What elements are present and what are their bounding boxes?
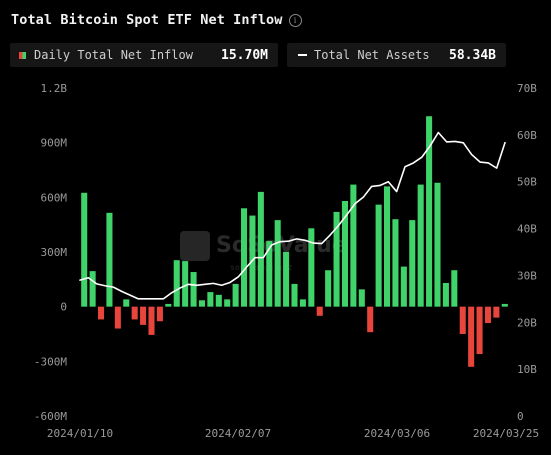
watermark-text: SoSoValue [216,233,347,258]
inflow-bar [156,306,163,322]
line-swatch-icon [298,54,307,56]
left-tick-label: -600M [34,410,67,423]
inflow-bar [173,260,180,307]
inflow-bar [341,200,348,307]
inflow-bar [182,261,189,307]
right-tick-label: 50B [517,176,537,189]
left-tick-label: 900M [41,137,68,150]
inflow-bar [426,116,433,307]
left-tick-label: 600M [41,191,68,204]
inflow-bar [140,306,147,325]
inflow-bar [198,300,205,307]
inflow-bar [215,294,222,307]
inflow-bar [501,303,508,307]
inflow-bar [266,241,273,307]
inflow-bar [476,306,483,355]
inflow-bar [350,184,357,307]
left-y-axis: 1.2B 900M 600M 300M 0 -300M -600M [34,82,67,423]
net-assets-polyline [79,131,506,300]
inflow-bar [283,252,290,307]
inflow-bar [291,283,298,307]
inflow-bar [316,306,323,316]
left-tick-label: 1.2B [41,82,68,95]
legend-daily-net-inflow[interactable]: Daily Total Net Inflow 15.70M [10,43,278,67]
watermark-logo-icon [180,231,210,261]
inflow-bar [224,299,231,307]
right-y-axis: 70B 60B 50B 40B 30B 20B 10B 0 [517,82,537,423]
inflow-bar [165,303,172,307]
inflow-bar [451,270,458,307]
inflow-bar [325,270,332,307]
inflow-bar [493,306,500,318]
inflow-bar [241,208,248,307]
legend-inflow-value: 15.70M [221,47,268,63]
inflow-bar [232,283,239,307]
inflow-bar [442,282,449,307]
inflow-bar [308,228,315,307]
inflow-bar [468,306,475,367]
left-tick-label: 0 [60,301,67,314]
inflow-bar [434,182,441,307]
inflow-swatch-icon [19,51,26,59]
inflow-bar [98,306,105,320]
right-tick-label: 20B [517,316,537,329]
net-assets-line [79,131,506,300]
inflow-bar [148,306,155,335]
right-tick-label: 0 [517,410,524,423]
inflow-bar [114,306,121,329]
x-tick-label: 2024/03/25 [473,427,539,440]
right-tick-label: 40B [517,223,537,236]
chart-title-row: Total Bitcoin Spot ETF Net Inflow i [11,12,302,28]
x-axis: 2024/01/10 2024/02/07 2024/03/06 2024/03/25 [47,427,539,440]
inflow-bar [123,299,130,307]
inflow-bar [257,191,264,307]
inflow-bar [358,289,365,307]
inflow-bar [190,272,197,307]
legend-assets-label: Total Net Assets [314,48,430,62]
inflow-bar [207,292,214,307]
inflow-bar [400,266,407,307]
right-tick-label: 70B [517,82,537,95]
chart-title: Total Bitcoin Spot ETF Net Inflow [11,12,283,28]
inflow-bar [392,219,399,307]
right-tick-label: 30B [517,269,537,282]
left-tick-label: -300M [34,355,67,368]
inflow-bar [484,306,491,324]
inflow-bar [89,271,96,307]
x-tick-label: 2024/02/07 [205,427,271,440]
x-tick-label: 2024/03/06 [364,427,430,440]
inflow-bar [131,306,138,320]
inflow-bar [384,186,391,307]
legend-inflow-label: Daily Total Net Inflow [34,48,193,62]
inflow-bar [274,220,281,307]
inflow-bars [81,116,508,367]
info-icon[interactable]: i [288,13,302,27]
inflow-bar [417,184,424,307]
inflow-bar [409,220,416,307]
inflow-bar [81,192,88,307]
right-tick-label: 60B [517,129,537,142]
inflow-bar [367,306,374,333]
inflow-bar [299,299,306,307]
legend-assets-value: 58.34B [449,47,496,63]
inflow-bar [459,306,466,334]
inflow-bar [333,211,340,307]
right-tick-label: 10B [517,363,537,376]
inflow-bar [375,204,382,307]
x-tick-label: 2024/01/10 [47,427,113,440]
inflow-bar [106,212,113,307]
left-tick-label: 300M [41,246,68,259]
legend-total-net-assets[interactable]: Total Net Assets 58.34B [287,43,506,67]
